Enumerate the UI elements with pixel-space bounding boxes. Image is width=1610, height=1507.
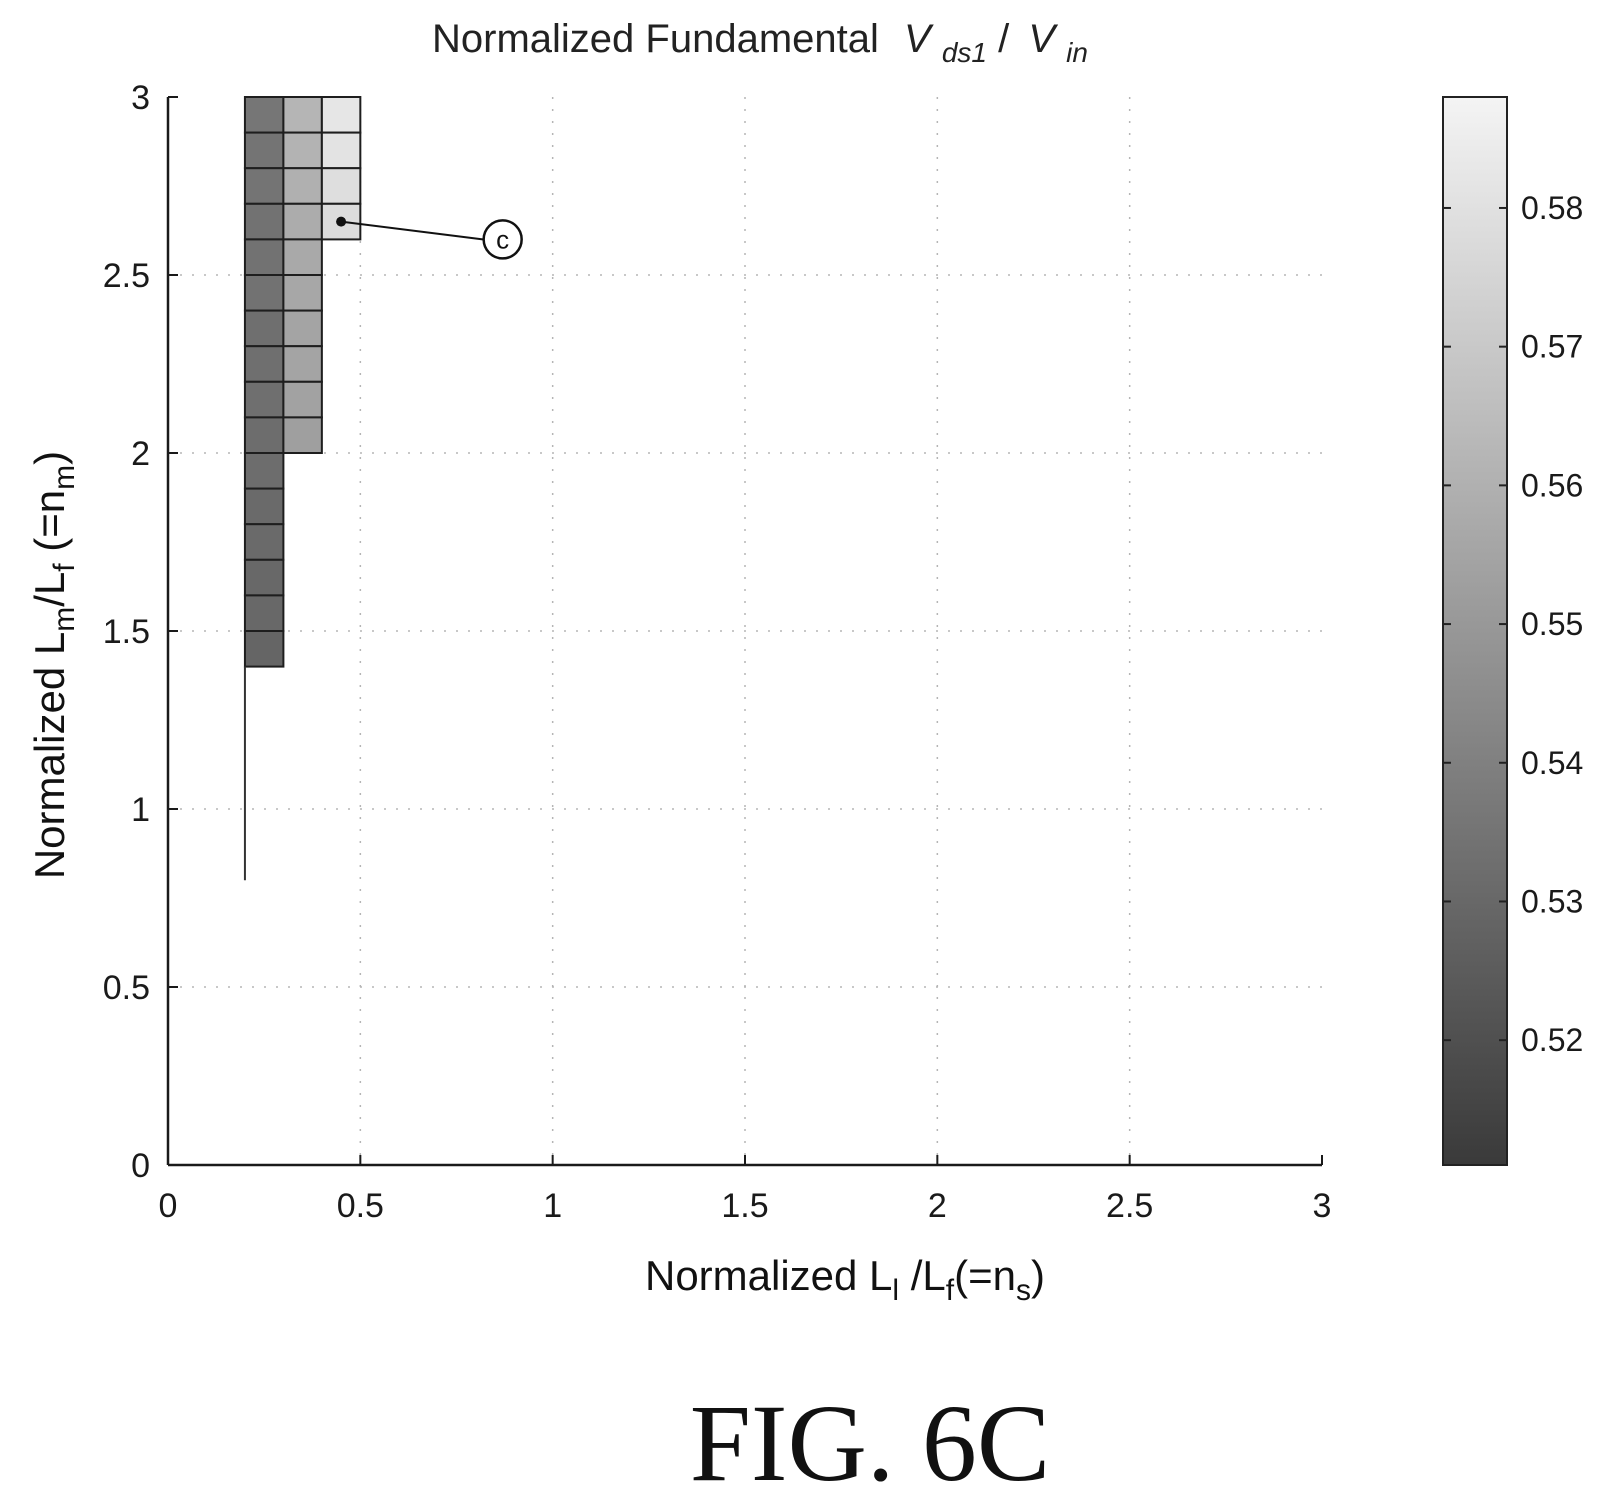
annotation: c	[336, 216, 523, 260]
heatmap-cell	[282, 309, 323, 348]
colorbar-tick-label: 0.57	[1521, 329, 1583, 365]
heatmap-cell	[243, 167, 285, 205]
x-tick-labels: 0 0.5 1 1.5 2 2.5 3	[159, 1187, 1332, 1225]
heatmap-cell	[282, 274, 323, 312]
heatmap-cell	[243, 380, 285, 419]
heatmap-cell	[282, 238, 323, 276]
grid	[168, 97, 1322, 1165]
heatmap-cell	[282, 96, 323, 134]
heatmap-cell	[243, 558, 285, 597]
chart-title-var1: V	[904, 17, 934, 61]
heatmap-cell	[320, 131, 362, 170]
x-tick-label: 1	[543, 1187, 562, 1225]
chart-title-text: Normalized Fundamental	[432, 17, 879, 61]
colorbar-tick-label: 0.56	[1521, 467, 1583, 503]
colorbar-ticks: 0.52 0.53 0.54 0.55 0.56 0.57 0.58	[1443, 190, 1583, 1058]
heatmap-cells	[243, 96, 362, 881]
x-tick-label: 2.5	[1106, 1187, 1153, 1225]
x-tick-label: 2	[928, 1187, 947, 1225]
annotation-point	[336, 216, 347, 227]
y-axis-title: Normalized Lm/Lf (=nm)	[26, 451, 81, 879]
colorbar-tick-label: 0.54	[1521, 745, 1583, 781]
figure-label: FIG. 6C	[690, 1382, 1051, 1504]
annotation-label-circle	[482, 219, 523, 260]
heatmap-cell	[243, 274, 285, 312]
heatmap-cell	[243, 452, 285, 490]
heatmap-cell	[243, 487, 285, 526]
chart-title-var2-sub: in	[1066, 37, 1088, 68]
colorbar-tick-label: 0.53	[1521, 883, 1583, 919]
annotation-label: c	[496, 224, 509, 254]
heatmap-cell	[282, 131, 323, 170]
heatmap-cell	[243, 345, 285, 383]
heatmap-cell	[282, 380, 323, 419]
heatmap-cell	[243, 630, 285, 668]
heatmap-cell	[282, 167, 323, 205]
heatmap-cell	[243, 309, 285, 348]
y-tick-labels: 0 0.5 1 1.5 2 2.5 3	[103, 79, 150, 1185]
heatmap-cell	[243, 202, 285, 241]
heatmap-cell	[282, 202, 323, 241]
x-tick-label: 1.5	[721, 1187, 768, 1225]
y-tick-label: 2	[131, 435, 150, 473]
chart-title-sep: /	[998, 17, 1010, 61]
chart-title-var1-sub: ds1	[942, 37, 987, 68]
chart-title-var2: V	[1028, 17, 1058, 61]
y-tick-label: 1	[131, 791, 150, 829]
heatmap-cell	[282, 345, 323, 383]
axes	[166, 96, 1323, 1167]
heatmap-cell	[243, 238, 285, 276]
heatmap-cell	[320, 96, 362, 134]
heatmap-cell	[243, 131, 285, 170]
colorbar-tick-label: 0.58	[1521, 190, 1583, 226]
y-tick-label: 0	[131, 1147, 150, 1185]
heatmap-cell	[243, 96, 285, 134]
heatmap-cell	[282, 416, 323, 454]
heatmap-cell	[243, 416, 285, 454]
colorbar	[1442, 96, 1508, 1166]
y-tick-label: 2.5	[103, 257, 150, 295]
heatmap-cell	[243, 594, 285, 633]
x-tick-label: 0.5	[337, 1187, 384, 1225]
x-axis-title: Normalized Ll /Lf(=ns)	[645, 1252, 1045, 1307]
x-tick-label: 3	[1313, 1187, 1332, 1225]
y-tick-label: 0.5	[103, 969, 150, 1007]
x-tick-label: 0	[159, 1187, 178, 1225]
heatmap-cell	[320, 167, 362, 205]
chart-title: Normalized Fundamental V ds1 / V in	[432, 17, 1088, 71]
annotation-leader	[340, 220, 483, 241]
y-tick-label: 1.5	[103, 613, 150, 651]
y-tick-label: 3	[131, 79, 150, 117]
colorbar-tick-label: 0.55	[1521, 606, 1583, 642]
colorbar-tick-label: 0.52	[1521, 1022, 1583, 1058]
heatmap-cell	[243, 523, 285, 561]
